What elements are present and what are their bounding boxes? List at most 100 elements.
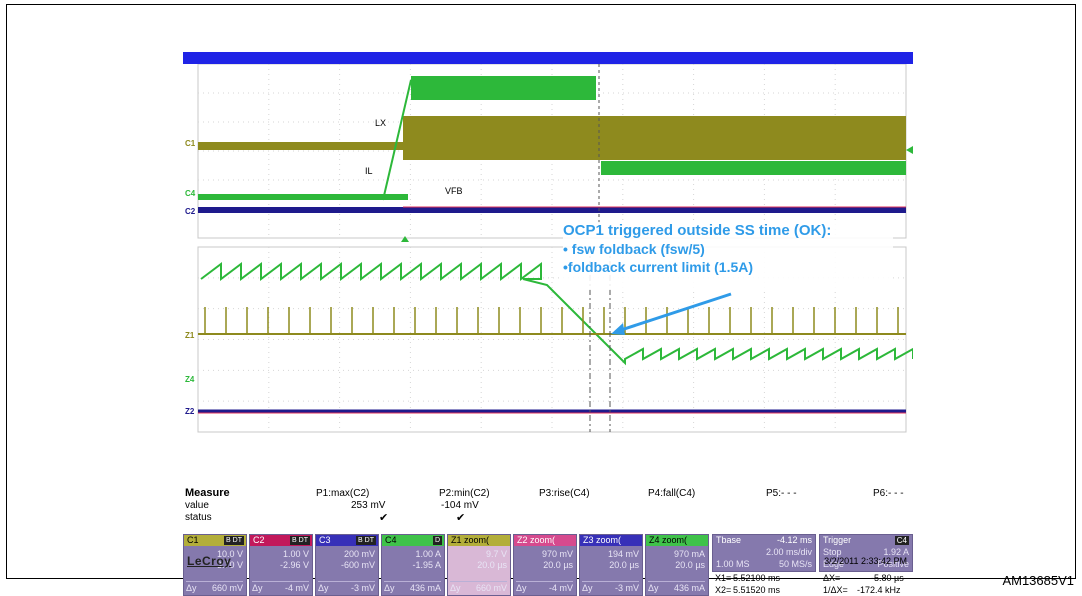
zoom-tile-z1[interactable]: Z1 zoom( 9.7 V 20.0 µs Δy 660 mV [447, 534, 511, 596]
param-p1-status: ✔ [379, 512, 389, 524]
param-p6-name[interactable]: P6:- - - [873, 488, 904, 499]
zoom-tile-z4[interactable]: Z4 zoom( 970 mA 20.0 µs Δy 436 mA [645, 534, 709, 596]
trigger-type: Edge [823, 559, 845, 569]
param-p5-name[interactable]: P5:- - - [766, 488, 797, 499]
tile-scale: 1.00 V [282, 549, 309, 559]
tile-delta-label: Δy [384, 583, 395, 593]
trigger-slope: Positive [877, 559, 909, 569]
tile-delta-value: -4 mV [548, 583, 573, 593]
timebase-label: Tbase [716, 535, 742, 545]
tile-delta: Δy 436 mA [648, 581, 705, 593]
tile-scale: 970 mA [673, 549, 705, 559]
tile-scale: 194 mV [607, 549, 639, 559]
tile-delta-value: 660 mV [211, 583, 243, 593]
timebase-panel[interactable]: Tbase -4.12 ms 2.00 ms/div 1.00 MS 50 MS… [712, 534, 816, 596]
tile-delta: Δy 436 mA [384, 581, 441, 593]
tile-offset: -2.96 V [279, 560, 309, 570]
il-trace-low [198, 194, 408, 200]
channel-tile-c1[interactable]: C1 B DT 10.0 V 3.70 V Δy 660 mV [183, 534, 247, 596]
callout-arrow [614, 292, 732, 334]
trigger-label: Trigger [823, 535, 852, 545]
level-marker [906, 146, 913, 154]
vfb-trace [198, 207, 906, 213]
callout-arrowhead [611, 323, 625, 335]
il-trace-after [601, 161, 906, 175]
zoom-tile-z2[interactable]: Z2 zoom( 970 mV 20.0 µs Δy -4 mV [513, 534, 577, 596]
tile-offset: -600 mV [340, 560, 375, 570]
marker-z4: Z4 [185, 375, 195, 384]
tile-scale: 200 mV [343, 549, 375, 559]
lx-trace-low [198, 142, 403, 150]
measure-label: Measure [185, 487, 230, 499]
cursor-inv-value: -172.4 kHz [857, 585, 901, 595]
tile-offset: 3.70 V [216, 560, 243, 570]
header-bar [183, 52, 913, 64]
marker-c2: C2 [185, 207, 196, 216]
tile-delta: Δy -3 mV [582, 581, 639, 593]
tile-badge: B DT [290, 536, 310, 545]
tile-delta: Δy -4 mV [252, 581, 309, 593]
trigger-channel: C4 [894, 536, 909, 545]
tile-delta-value: 436 mA [673, 583, 705, 593]
param-p2-name[interactable]: P2:min(C2) [439, 488, 490, 499]
il-trace-high [411, 76, 596, 100]
tile-delta: Δy -4 mV [516, 581, 573, 593]
timebase-samples: 1.00 MS [716, 559, 750, 569]
tile-header: C2 [250, 535, 312, 546]
timebase-offset: -4.12 ms [776, 535, 812, 545]
cursor-x2-value: 5.51520 ms [733, 585, 781, 595]
measure-panel: Measure value status P1:max(C2) 253 mV ✔… [183, 486, 913, 533]
lecroy-logo: LeCroy [187, 554, 232, 568]
trigger-mode: Stop [823, 547, 842, 557]
marker-c1: C1 [185, 139, 196, 148]
param-p3-name[interactable]: P3:rise(C4) [539, 488, 590, 499]
timebase-box: Tbase -4.12 ms 2.00 ms/div 1.00 MS 50 MS… [712, 534, 816, 572]
tile-delta-value: -4 mV [284, 583, 309, 593]
marker-z2: Z2 [185, 407, 195, 416]
trigger-marker [401, 236, 409, 242]
tile-delta-label: Δy [252, 583, 263, 593]
param-p1-name[interactable]: P1:max(C2) [316, 488, 370, 499]
trigger-level: 1.92 A [883, 547, 909, 557]
lx-trace-high-2 [598, 116, 906, 160]
zoom-tile-z3[interactable]: Z3 zoom( 194 mV 20.0 µs Δy -3 mV [579, 534, 643, 596]
tile-header: Z1 zoom( [448, 535, 510, 546]
tile-delta-value: -3 mV [350, 583, 375, 593]
tile-delta-value: 436 mA [409, 583, 441, 593]
param-p2-status: ✔ [456, 512, 466, 524]
tile-delta: Δy 660 mV [186, 581, 243, 593]
oscilloscope-display: LX IL VFB C1 C4 C2 Z1 Z4 Z2 OCP1 triggered outsi… [183, 52, 913, 596]
cursor-x2-label: X2= [715, 585, 732, 595]
tile-header: C1 [184, 535, 246, 546]
tile-delta-value: -3 mV [614, 583, 639, 593]
status-label: status [185, 512, 212, 523]
tile-delta-label: Δy [186, 583, 197, 593]
marker-c4: C4 [185, 189, 196, 198]
tile-badge: D [432, 536, 442, 545]
cursor-dx-label: ΔX= [823, 573, 841, 583]
timebase-rate: 50 MS/s [778, 559, 812, 569]
channel-tiles: C1 B DT 10.0 V 3.70 V Δy 660 mV C2 B DT 1… [183, 534, 913, 596]
tile-header: Z2 zoom( [514, 535, 576, 546]
tile-delta-label: Δy [318, 583, 329, 593]
channel-tile-c4[interactable]: C4 D 1.00 A -1.95 A Δy 436 mA [381, 534, 445, 596]
vfb-label: VFB [445, 186, 463, 196]
trigger-panel[interactable]: Trigger C4 Stop 1.92 A Edge Positive [819, 534, 913, 572]
callout-line-3: •foldback current limit (1.5A) [563, 259, 754, 275]
cursor-x1-value: 5.52100 ms [733, 573, 781, 583]
channel-tile-c2[interactable]: C2 B DT 1.00 V -2.96 V Δy -4 mV [249, 534, 313, 596]
param-p2-value: -104 mV [441, 500, 479, 511]
cursor-x1-label: X1= [715, 573, 732, 583]
tile-delta-label: Δy [516, 583, 527, 593]
param-p1-value: 253 mV [351, 500, 386, 511]
tile-offset: -1.95 A [412, 560, 441, 570]
tile-header: Z4 zoom( [646, 535, 708, 546]
capture-timestamp: 3/2/2011 2:33:42 PM [824, 556, 907, 566]
tile-delta: Δy -3 mV [318, 581, 375, 593]
tile-header: C4 [382, 535, 444, 546]
tile-delta-label: Δy [582, 583, 593, 593]
lx-trace-high [403, 116, 598, 160]
cursor-dx-value: -5.80 µs [871, 573, 904, 583]
param-p4-name[interactable]: P4:fall(C4) [648, 488, 696, 499]
channel-tile-c3[interactable]: C3 B DT 200 mV -600 mV Δy -3 mV [315, 534, 379, 596]
